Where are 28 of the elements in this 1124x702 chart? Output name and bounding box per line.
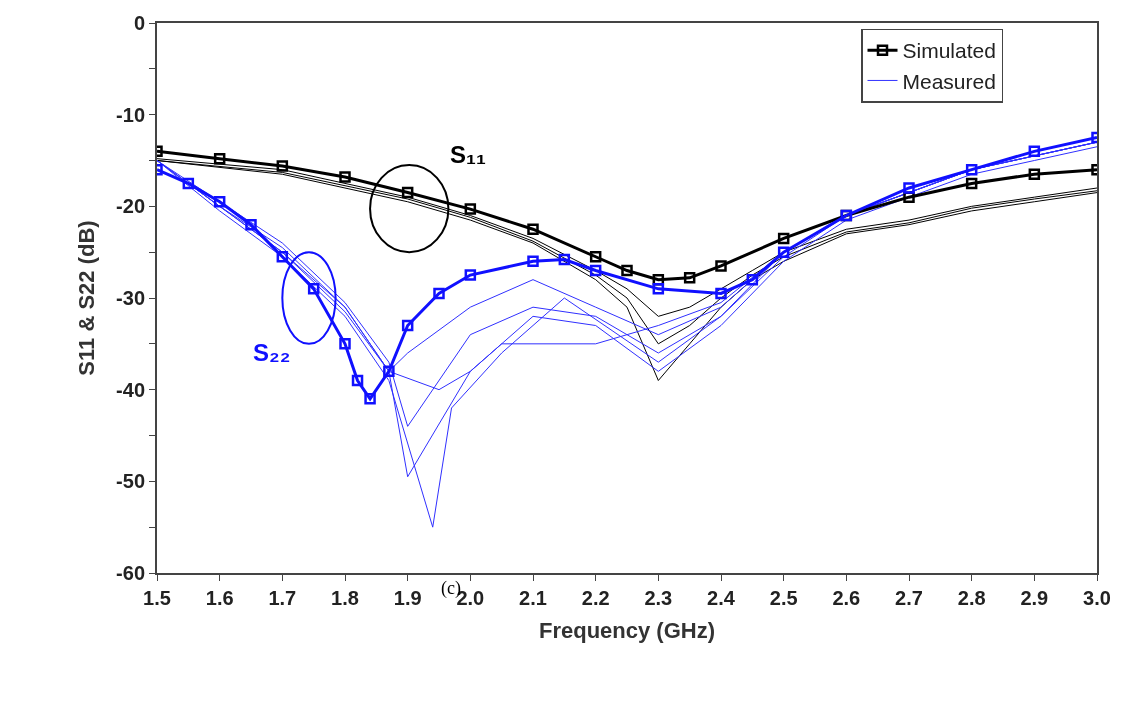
x-tick-label: 1.5 xyxy=(143,587,171,609)
y-tick-label: -40 xyxy=(116,378,145,401)
y-tick-label: -60 xyxy=(116,562,145,584)
x-tick-label: 2.9 xyxy=(1020,587,1049,609)
y-tick-label: -10 xyxy=(116,103,145,126)
x-tick-label: 2.7 xyxy=(895,587,923,609)
x-tick-label: 1.7 xyxy=(268,587,297,609)
x-tick-label: 1.8 xyxy=(331,587,359,609)
x-tick-label: 2.6 xyxy=(832,587,861,609)
annotation: S₂₂ xyxy=(253,339,291,366)
x-tick-label: 1.9 xyxy=(393,587,422,609)
x-tick-label: 2.5 xyxy=(769,587,798,609)
y-axis-title: S11 & S22 (dB) xyxy=(74,220,100,376)
y-tick-label: -20 xyxy=(116,195,145,218)
y-tick-label: -30 xyxy=(116,287,145,309)
x-tick-label: 2.2 xyxy=(581,587,610,609)
x-axis-title: Frequency (GHz) xyxy=(538,618,716,644)
annotation: S₁₁ xyxy=(450,141,486,168)
x-tick-label: 2.3 xyxy=(644,587,673,609)
legend-label: Measured xyxy=(902,69,996,93)
x-tick-label: 2.1 xyxy=(519,587,547,609)
x-tick-label: 2.8 xyxy=(957,587,986,609)
legend-label: Simulated xyxy=(902,39,996,63)
x-tick-label: 3.0 xyxy=(1083,587,1111,609)
x-tick-label: 1.6 xyxy=(205,587,234,609)
y-tick-label: 0 xyxy=(133,12,145,34)
y-tick-label: -50 xyxy=(116,470,145,493)
x-tick-label: 2.4 xyxy=(707,587,736,609)
